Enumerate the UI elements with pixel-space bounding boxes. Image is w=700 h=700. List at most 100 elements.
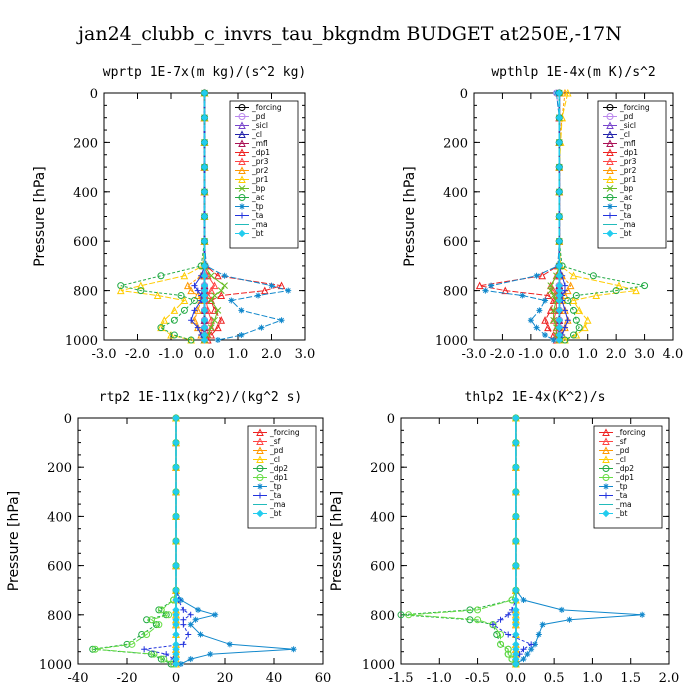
data-point [191,282,198,289]
legend-marker [606,148,614,156]
y-tick-label: 400 [443,186,468,201]
data-point [157,324,165,332]
x-tick-label: 2.0 [606,347,627,362]
y-tick-label: 0 [90,87,98,102]
panel-title: wpthlp 1E-4x(m K)/s^2 [491,65,655,80]
data-point [211,316,218,324]
data-point [549,316,558,324]
data-point [501,286,510,295]
legend: _forcing_sf_pd_cl_dp2_dp1_tp_ta_ma_bt [593,425,663,529]
legend-label: _pr1 [619,175,637,184]
legend-label: _dp2 [615,464,634,473]
x-tick-label: -1.0 [158,347,183,362]
data-point [575,306,583,314]
legend-marker [606,194,614,201]
data-point [172,620,180,629]
data-point [157,655,165,663]
legend-label: _cl [269,455,280,464]
y-tick-label: 1000 [65,334,98,349]
data-point [512,630,520,639]
series-line-pr1 [558,92,637,341]
data-point [466,606,474,614]
data-point [238,307,245,314]
y-tick-label: 400 [47,510,72,525]
data-point [538,271,547,280]
data-point [214,337,221,343]
legend-label: _cl [251,130,262,139]
data-point [137,281,145,290]
data-point [482,287,489,294]
data-point [474,606,482,614]
y-tick-label: 600 [73,235,98,250]
data-point [512,660,520,668]
data-point [532,641,538,648]
legend-label: _bt [269,509,282,518]
data-point [138,630,146,638]
legend-marker [606,166,614,174]
data-point [504,650,512,658]
data-point [555,237,563,245]
legend-marker [602,455,610,463]
legend-label: _pr1 [251,175,269,184]
series-line-dp1 [95,418,177,665]
data-point [200,336,209,344]
legend-marker [602,509,610,518]
x-tick-label: -2.0 [490,347,515,362]
data-point [180,641,187,648]
x-tick-label: 1.0 [228,347,249,362]
series-group [397,413,646,668]
y-tick-label: 1000 [39,658,72,673]
legend-marker [238,175,246,183]
data-point [148,616,155,624]
legend-label: _dp1 [269,473,288,482]
data-point [200,113,209,122]
legend-label: _pr2 [251,166,269,175]
data-point [238,332,245,339]
y-tick-label: 200 [47,461,72,476]
data-point [185,631,192,638]
data-point [207,316,216,324]
y-tick-label: 600 [443,235,468,250]
data-point [207,323,216,332]
data-point [512,438,520,447]
data-point [226,641,233,648]
data-point [488,282,495,289]
y-tick-label: 0 [387,412,395,427]
data-point [197,631,204,638]
data-point [172,630,180,639]
legend-label: _pd [251,112,266,121]
data-point [195,606,202,613]
legend-marker [602,446,610,454]
figure-title: jan24_clubb_c_invrs_tau_bkgndm BUDGET at… [76,23,622,45]
legend-label: _bp [619,184,634,193]
data-point [555,163,563,171]
data-point [207,272,215,280]
data-point [180,606,187,613]
legend-marker [606,157,614,165]
data-point [260,286,269,295]
x-tick-label: -1.0 [427,671,452,686]
data-point [180,296,189,304]
legend-label: _tp [615,482,628,491]
data-point [143,616,151,624]
y-tick-label: 1000 [362,658,395,673]
legend-marker [257,483,263,490]
data-point [180,271,189,280]
data-point [172,586,180,594]
legend-marker [603,483,609,490]
data-point [268,282,275,289]
data-point [497,640,505,648]
data-point [572,292,580,300]
legend-marker [606,113,614,120]
y-axis-label: Pressure [hPa] [6,491,22,591]
data-point [155,621,163,629]
x-tick-label: 0.0 [506,671,527,686]
data-point [167,330,175,339]
data-point [541,316,549,324]
data-point [180,306,188,314]
series-line-dp1 [479,93,560,341]
legend-marker [606,175,614,183]
x-tick-label: -0.5 [465,671,490,686]
y-tick-label: 600 [47,560,72,575]
y-tick-label: 200 [370,461,395,476]
